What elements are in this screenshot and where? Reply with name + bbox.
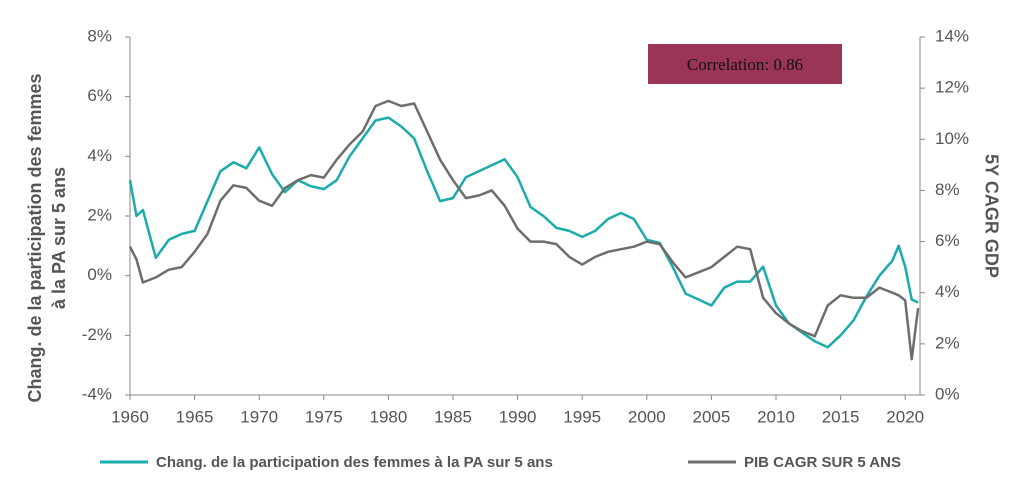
- x-tick-label: 1995: [563, 407, 601, 426]
- y2-tick-label: 14%: [935, 26, 969, 45]
- y2-tick-label: 0%: [935, 384, 960, 403]
- x-tick-label: 2010: [757, 407, 795, 426]
- x-tick-label: 1990: [499, 407, 537, 426]
- y-axis-title: à la PA sur 5 ans: [49, 167, 69, 309]
- legend-label: Chang. de la participation des femmes à …: [156, 454, 553, 471]
- y2-tick-label: 4%: [935, 282, 960, 301]
- y2-tick-label: 8%: [935, 180, 960, 199]
- x-tick-label: 2005: [692, 407, 730, 426]
- series-line: [128, 99, 920, 361]
- x-tick-label: 1960: [111, 407, 149, 426]
- y-tick-label: -4%: [82, 384, 112, 403]
- y2-axis-title: 5Y CAGR GDP: [981, 154, 1001, 278]
- x-tick-label: 1985: [434, 407, 472, 426]
- y-tick-label: 8%: [87, 26, 112, 45]
- y2-tick-label: 6%: [935, 231, 960, 250]
- x-tick-label: 1975: [305, 407, 343, 426]
- y2-tick-label: 12%: [935, 78, 969, 97]
- x-tick-label: 2020: [886, 407, 924, 426]
- y2-tick-label: 2%: [935, 333, 960, 352]
- legend-label: PIB CAGR SUR 5 ANS: [744, 454, 901, 471]
- x-tick-label: 2015: [822, 407, 860, 426]
- y-axis-title: Chang. de la participation des femmes: [25, 73, 45, 402]
- x-tick-label: 1965: [176, 407, 214, 426]
- x-tick-label: 1970: [240, 407, 278, 426]
- y2-tick-label: 10%: [935, 129, 969, 148]
- x-tick-label: 1980: [369, 407, 407, 426]
- x-tick-label: 2000: [628, 407, 666, 426]
- y-tick-label: -2%: [82, 325, 112, 344]
- annotation-box: [648, 44, 842, 84]
- annotation: Correlation: 0.86: [687, 55, 803, 74]
- series-line: [128, 116, 919, 349]
- y-tick-label: 2%: [87, 205, 112, 224]
- y-tick-label: 4%: [87, 146, 112, 165]
- y-tick-label: 6%: [87, 86, 112, 105]
- y-tick-label: 0%: [87, 265, 112, 284]
